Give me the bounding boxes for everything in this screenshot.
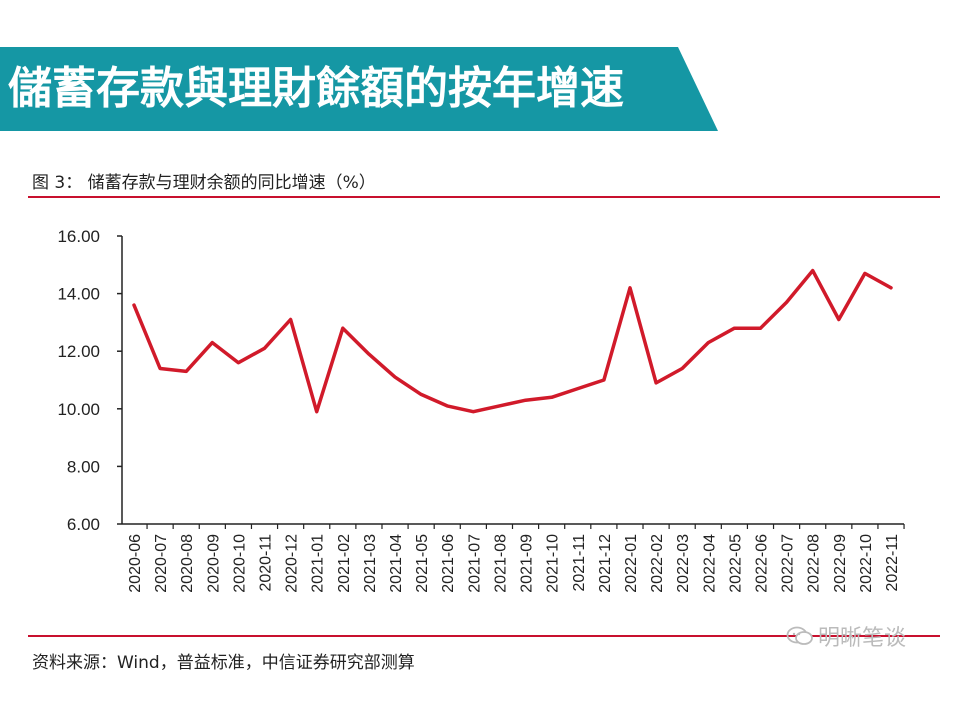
y-tick-label: 16.00 (57, 227, 100, 246)
y-axis-ticks: 6.00 8.00 10.00 12.00 14.00 16.00 (57, 227, 122, 534)
x-tick-label: 2021-09 (519, 534, 536, 593)
x-tick-label: 2020-06 (127, 534, 144, 593)
chat-bubble-icon (786, 626, 813, 645)
x-tick-label: 2022-05 (727, 534, 744, 593)
x-tick-label: 2022-04 (701, 534, 718, 593)
x-tick-label: 2022-11 (884, 534, 901, 592)
x-tick-label: 2022-08 (806, 534, 823, 593)
x-tick-label: 2021-12 (597, 534, 614, 593)
watermark-text: 明晰笔谈 (818, 626, 907, 651)
x-tick-label: 2022-09 (832, 534, 849, 593)
x-tick-label: 2022-03 (675, 534, 692, 593)
chart-axes (121, 236, 904, 525)
x-tick-label: 2022-07 (780, 534, 797, 593)
watermark: 明晰笔谈 (786, 620, 906, 652)
source-note: 资料来源：Wind，普益标准，中信证券研究部测算 (32, 653, 415, 673)
x-tick-label: 2021-10 (545, 534, 562, 593)
x-tick-label: 2020-11 (258, 534, 275, 592)
x-tick-label: 2020-09 (205, 534, 222, 593)
x-tick-label: 2021-05 (414, 534, 431, 593)
y-tick-label: 6.00 (67, 515, 100, 534)
series-line (132, 268, 893, 414)
x-tick-label: 2020-10 (231, 534, 248, 593)
x-tick-label: 2022-02 (649, 534, 666, 593)
x-axis-ticks: 2020-06 2020-07 2020-08 2020-09 2020-10 2020-… (127, 524, 905, 593)
x-tick-label: 2021-01 (310, 534, 327, 593)
x-tick-label: 2021-08 (492, 534, 509, 593)
x-tick-label: 2020-12 (284, 534, 301, 593)
x-tick-label: 2021-11 (571, 534, 588, 592)
caption-divider (28, 196, 940, 198)
source-divider (28, 635, 940, 637)
x-tick-label: 2020-08 (179, 534, 196, 593)
y-tick-label: 12.00 (57, 342, 100, 361)
x-tick-label: 2022-06 (753, 534, 770, 593)
x-tick-label: 2021-03 (362, 534, 379, 593)
figure-caption: 图 3： 储蓄存款与理财余额的同比增速（%） (32, 173, 376, 193)
chart-series (132, 268, 893, 414)
y-tick-label: 10.00 (57, 400, 100, 419)
title-banner (0, 47, 718, 131)
x-tick-label: 2022-10 (858, 534, 875, 593)
y-tick-label: 8.00 (67, 457, 100, 476)
x-tick-label: 2020-07 (153, 534, 170, 593)
x-tick-label: 2021-06 (440, 534, 457, 593)
y-tick-label: 14.00 (57, 285, 100, 304)
slide-title: 儲蓄存款與理財餘額的按年增速 (8, 63, 624, 114)
x-tick-label: 2021-07 (466, 534, 483, 593)
x-tick-label: 2021-02 (336, 534, 353, 593)
x-tick-label: 2021-04 (388, 534, 405, 593)
x-tick-label: 2022-01 (623, 534, 640, 593)
